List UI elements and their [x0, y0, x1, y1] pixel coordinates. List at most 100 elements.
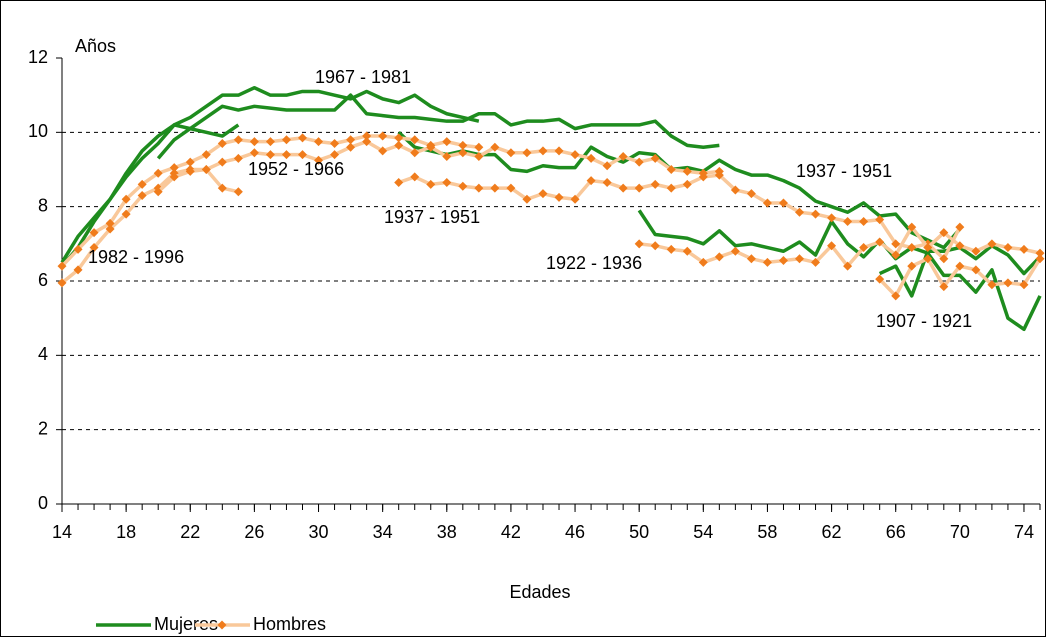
point: [330, 138, 340, 148]
point: [217, 138, 227, 148]
x-tick-label: 70: [950, 522, 970, 542]
point: [121, 209, 131, 219]
point: [1019, 244, 1029, 254]
point: [570, 150, 580, 160]
point: [1035, 248, 1045, 258]
point: [682, 166, 692, 176]
point: [650, 153, 660, 163]
point: [410, 172, 420, 182]
point: [249, 137, 259, 147]
point: [442, 151, 452, 161]
point: [730, 246, 740, 256]
point: [907, 243, 917, 253]
point: [1035, 254, 1045, 264]
point: [217, 157, 227, 167]
point: [474, 151, 484, 161]
point: [538, 146, 548, 156]
point: [907, 261, 917, 271]
point: [153, 187, 163, 197]
x-tick-label: 74: [1014, 522, 1034, 542]
point: [666, 244, 676, 254]
point: [891, 239, 901, 249]
point: [923, 254, 933, 264]
point: [89, 243, 99, 253]
point: [314, 155, 324, 165]
point: [875, 237, 885, 247]
point: [490, 183, 500, 193]
point: [185, 157, 195, 167]
point: [891, 291, 901, 301]
x-tick-label: 30: [309, 522, 329, 542]
y-tick-label: 0: [38, 493, 48, 513]
point: [875, 274, 885, 284]
point: [859, 217, 869, 227]
point: [987, 239, 997, 249]
point: [57, 278, 67, 288]
point: [57, 261, 67, 271]
point: [137, 179, 147, 189]
x-tick-label: 46: [565, 522, 585, 542]
point: [233, 135, 243, 145]
point: [330, 150, 340, 160]
x-axis-label: Edades: [509, 582, 570, 602]
point: [666, 183, 676, 193]
point: [859, 243, 869, 253]
point: [73, 244, 83, 254]
point: [362, 137, 372, 147]
point: [827, 213, 837, 223]
y-tick-label: 4: [38, 344, 48, 364]
point: [1019, 280, 1029, 290]
x-tick-label: 54: [693, 522, 713, 542]
point: [265, 137, 275, 147]
point: [249, 148, 259, 158]
point: [410, 135, 420, 145]
point: [875, 215, 885, 225]
annotation: 1907 - 1921: [876, 311, 972, 331]
point: [650, 179, 660, 189]
x-tick-label: 38: [437, 522, 457, 542]
y-tick-label: 12: [28, 47, 48, 67]
x-tick-label: 58: [757, 522, 777, 542]
x-tick-label: 50: [629, 522, 649, 542]
x-tick-label: 14: [52, 522, 72, 542]
series-line: [637, 209, 1042, 332]
point: [89, 228, 99, 238]
point: [297, 133, 307, 143]
point: [714, 252, 724, 262]
point: [169, 172, 179, 182]
point: [1003, 243, 1013, 253]
point: [618, 183, 628, 193]
annotation: 1922 - 1936: [546, 253, 642, 273]
point: [811, 257, 821, 267]
series-line: [156, 93, 720, 160]
point: [602, 161, 612, 171]
point: [778, 256, 788, 266]
point: [105, 218, 115, 228]
point: [586, 153, 596, 163]
y-tick-label: 2: [38, 418, 48, 438]
legend-marker: [217, 620, 227, 630]
point: [394, 178, 404, 188]
point: [426, 179, 436, 189]
point: [650, 241, 660, 251]
point: [297, 150, 307, 160]
point: [939, 282, 949, 292]
point: [762, 198, 772, 208]
point: [714, 170, 724, 180]
y-axis-label: Años: [75, 36, 116, 56]
series-line: [397, 131, 962, 250]
x-tick-label: 42: [501, 522, 521, 542]
point: [666, 165, 676, 174]
point: [971, 246, 981, 256]
point: [746, 254, 756, 264]
annotation: 1937 - 1951: [384, 207, 480, 227]
point: [554, 192, 564, 202]
point: [217, 183, 227, 193]
point: [634, 183, 644, 193]
point: [410, 148, 420, 158]
annotation: 1937 - 1951: [796, 161, 892, 181]
point: [474, 142, 484, 152]
point: [474, 183, 484, 193]
